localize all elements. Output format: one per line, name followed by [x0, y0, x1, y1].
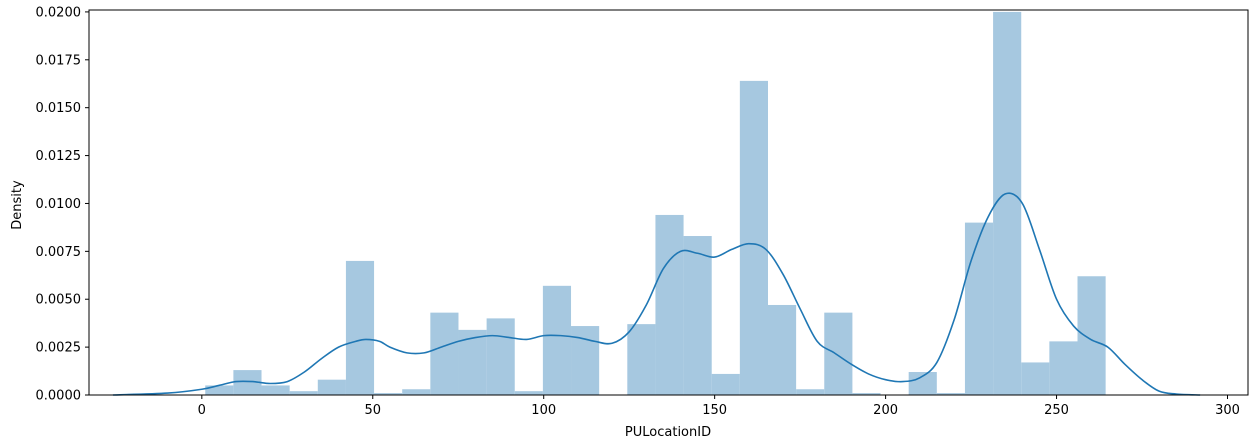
x-tick-label: 250: [1044, 403, 1069, 418]
x-tick-label: 100: [531, 403, 556, 418]
x-axis-label: PULocationID: [625, 425, 711, 440]
histogram-bar: [289, 391, 318, 395]
y-axis-ticks: 0.0000 0.0025 0.0050 0.0075 0.0100 0.0125 0.01…: [36, 5, 89, 404]
histogram-bar: [824, 312, 853, 395]
histogram-bar: [739, 80, 768, 396]
y-tick-label: 0.0175: [36, 53, 82, 68]
x-tick-label: 300: [1215, 403, 1240, 418]
y-axis-label: Density: [10, 180, 25, 230]
histogram-bar: [374, 393, 403, 395]
histogram-bar: [542, 285, 572, 395]
y-tick-label: 0.0050: [36, 293, 82, 308]
y-tick-label: 0.0150: [36, 101, 82, 116]
histogram-bar: [317, 379, 346, 395]
histogram-bar: [261, 385, 290, 395]
y-tick-label: 0.0025: [36, 341, 82, 356]
histogram-bar: [993, 11, 1022, 395]
histogram-bar: [402, 389, 431, 395]
histogram-bar: [767, 304, 797, 395]
histogram-bar: [655, 214, 684, 395]
histogram-bar: [430, 312, 459, 395]
histogram-bar: [796, 389, 825, 395]
histogram-bar: [514, 391, 543, 395]
y-tick-label: 0.0000: [36, 389, 82, 404]
histogram-bars: [205, 11, 1106, 396]
histogram-bar: [711, 373, 740, 395]
histogram-bar: [486, 318, 515, 395]
y-tick-label: 0.0125: [36, 149, 82, 164]
histogram-bar: [205, 385, 234, 395]
histogram-bar: [936, 393, 965, 395]
plot-frame: [88, 9, 1249, 396]
histogram-bar: [1049, 341, 1078, 395]
x-tick-label: 50: [364, 403, 381, 418]
histogram-bar: [852, 393, 881, 395]
y-tick-label: 0.0200: [36, 5, 82, 20]
histogram-bar: [964, 222, 994, 395]
y-tick-label: 0.0075: [36, 245, 82, 260]
x-axis-ticks: 0 50 100 150 200 250 300: [198, 395, 1240, 418]
histogram-bar: [1021, 362, 1050, 395]
histogram-bar: [345, 260, 375, 395]
histogram-bar: [1077, 276, 1106, 395]
x-tick-label: 0: [198, 403, 206, 418]
y-tick-label: 0.0100: [36, 197, 82, 212]
x-tick-label: 200: [873, 403, 898, 418]
histogram-bar: [627, 324, 656, 395]
histogram-bar: [908, 372, 937, 395]
x-tick-label: 150: [702, 403, 727, 418]
histogram-bar: [683, 236, 712, 395]
kde-curve-group: [112, 192, 1201, 396]
kde-line: [112, 192, 1201, 396]
